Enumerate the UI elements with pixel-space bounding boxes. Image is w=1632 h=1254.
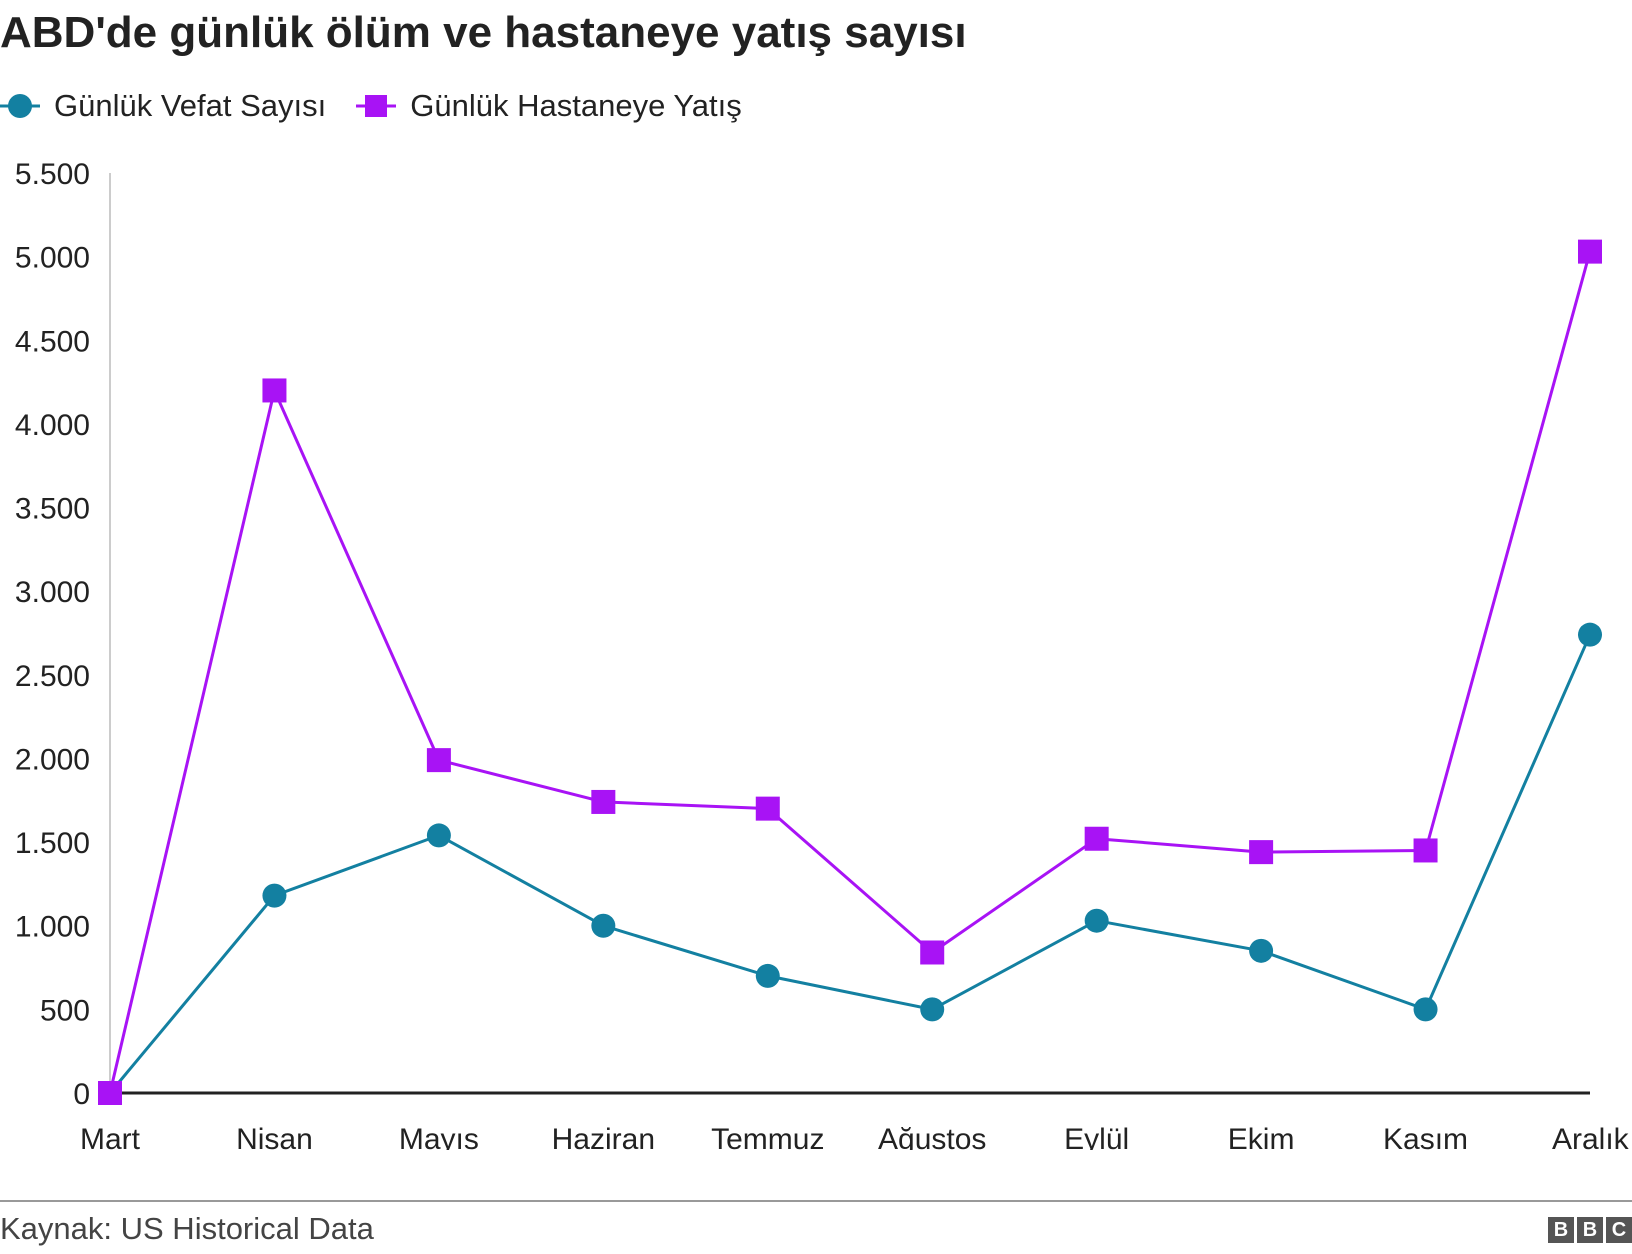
source-note: Kaynak: US Historical Data: [0, 1211, 374, 1246]
legend-swatch-deaths: [0, 94, 40, 118]
footer-divider: [0, 1200, 1632, 1202]
y-tick-label: 2.500: [15, 660, 90, 693]
data-point-hospitalizations: [1084, 826, 1109, 851]
x-tick-label: Ekim: [1228, 1123, 1295, 1150]
x-tick-label: Ağustos: [878, 1123, 986, 1150]
y-tick-label: 3.500: [15, 493, 90, 526]
data-point-deaths: [1578, 622, 1602, 647]
data-point-hospitalizations: [920, 940, 945, 965]
series-line-deaths: [108, 634, 1592, 1094]
chart-title: ABD'de günlük ölüm ve hastaneye yatış sa…: [0, 8, 967, 57]
data-point-deaths: [920, 997, 945, 1022]
bbc-logo-letter: B: [1548, 1217, 1574, 1243]
data-point-deaths: [1249, 938, 1274, 963]
data-point-hospitalizations: [262, 378, 287, 403]
x-tick-label: Mart: [80, 1123, 141, 1150]
y-tick-label: 3.000: [15, 576, 90, 609]
data-point-hospitalizations: [1578, 239, 1602, 264]
x-tick-label: Kasım: [1383, 1123, 1468, 1150]
data-point-deaths: [755, 963, 780, 988]
legend-swatch-hospitalizations: [356, 95, 397, 117]
legend-item-deaths: Günlük Vefat Sayısı: [0, 88, 326, 124]
data-point-hospitalizations: [591, 789, 616, 814]
y-tick-label: 1.000: [15, 911, 90, 944]
data-point-hospitalizations: [755, 796, 780, 821]
data-point-deaths: [1084, 908, 1109, 933]
data-point-hospitalizations: [1249, 840, 1274, 865]
data-point-hospitalizations: [98, 1081, 122, 1105]
y-tick-label: 0: [73, 1078, 90, 1111]
data-point-hospitalizations: [1413, 838, 1438, 863]
data-point-deaths: [591, 913, 616, 938]
x-tick-label: Aralık: [1552, 1123, 1630, 1150]
legend-label-hospitalizations: Günlük Hastaneye Yatış: [410, 88, 742, 123]
data-point-deaths: [1413, 997, 1438, 1022]
data-point-hospitalizations: [426, 748, 451, 773]
y-tick-label: 2.000: [15, 743, 90, 776]
bbc-logo-letter: C: [1606, 1217, 1632, 1243]
line-chart: 0 500 1.000 1.500 2.000 2.500 3.000 3.500 4.000 4…: [15, 158, 1630, 1150]
y-tick-label: 4.000: [15, 409, 90, 442]
x-tick-label: Eylül: [1064, 1123, 1129, 1150]
bbc-logo-letter: B: [1577, 1217, 1603, 1243]
chart-legend: Günlük Vefat Sayısı Günlük Hastaneye Yat…: [0, 86, 772, 126]
x-tick-label: Mayıs: [399, 1123, 479, 1150]
y-tick-label: 500: [40, 994, 90, 1027]
y-tick-label: 5.000: [15, 242, 90, 275]
data-point-deaths: [262, 883, 287, 908]
x-tick-label: Temmuz: [711, 1123, 824, 1150]
data-point-deaths: [426, 823, 451, 848]
legend-label-deaths: Günlük Vefat Sayısı: [54, 88, 327, 123]
y-tick-label: 5.500: [15, 158, 90, 191]
x-tick-label: Nisan: [236, 1123, 313, 1150]
bbc-logo: B B C: [1545, 1217, 1632, 1243]
legend-item-hospitalizations: Günlük Hastaneye Yatış: [356, 88, 742, 124]
series-line-hospitalizations: [108, 251, 1592, 1094]
x-tick-label: Haziran: [552, 1123, 655, 1150]
y-tick-label: 4.500: [15, 325, 90, 358]
y-tick-label: 1.500: [15, 827, 90, 860]
